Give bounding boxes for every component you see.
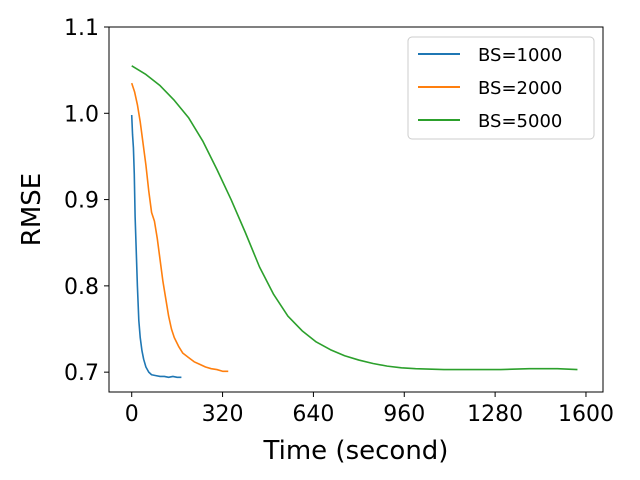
series-line-1 xyxy=(130,114,182,379)
x-tick-label: 1280 xyxy=(467,402,523,427)
legend-box xyxy=(407,36,595,140)
y-tick-label: 1.1 xyxy=(64,16,99,41)
x-tick-label: 960 xyxy=(383,402,425,427)
plot-frame xyxy=(108,26,604,393)
x-tick-label: 320 xyxy=(202,402,244,427)
series-line-3 xyxy=(131,65,578,371)
series-layer xyxy=(130,65,578,379)
series-line-2 xyxy=(130,82,229,373)
y-tick-label: 1.0 xyxy=(64,102,99,127)
y-tick-label: 0.9 xyxy=(64,189,99,214)
legend-label: BS=2000 xyxy=(478,78,562,99)
y-tick-label: 0.8 xyxy=(64,275,99,300)
axes-layer: 0 320 640 960 1280 1600 0.7 0.8 0.9 1.0 1.1 xyxy=(64,16,614,427)
legend-label: BS=1000 xyxy=(478,45,562,66)
x-axis-label: Time (second) xyxy=(263,436,449,466)
y-tick-label: 0.7 xyxy=(64,361,99,386)
legend-label: BS=5000 xyxy=(478,111,562,132)
y-axis-label: RMSE xyxy=(17,173,47,246)
x-tick-label: 0 xyxy=(125,402,139,427)
x-tick-label: 1600 xyxy=(558,402,614,427)
x-tick-label: 640 xyxy=(292,402,334,427)
legend: BS=1000 BS=2000 BS=5000 xyxy=(407,36,595,140)
